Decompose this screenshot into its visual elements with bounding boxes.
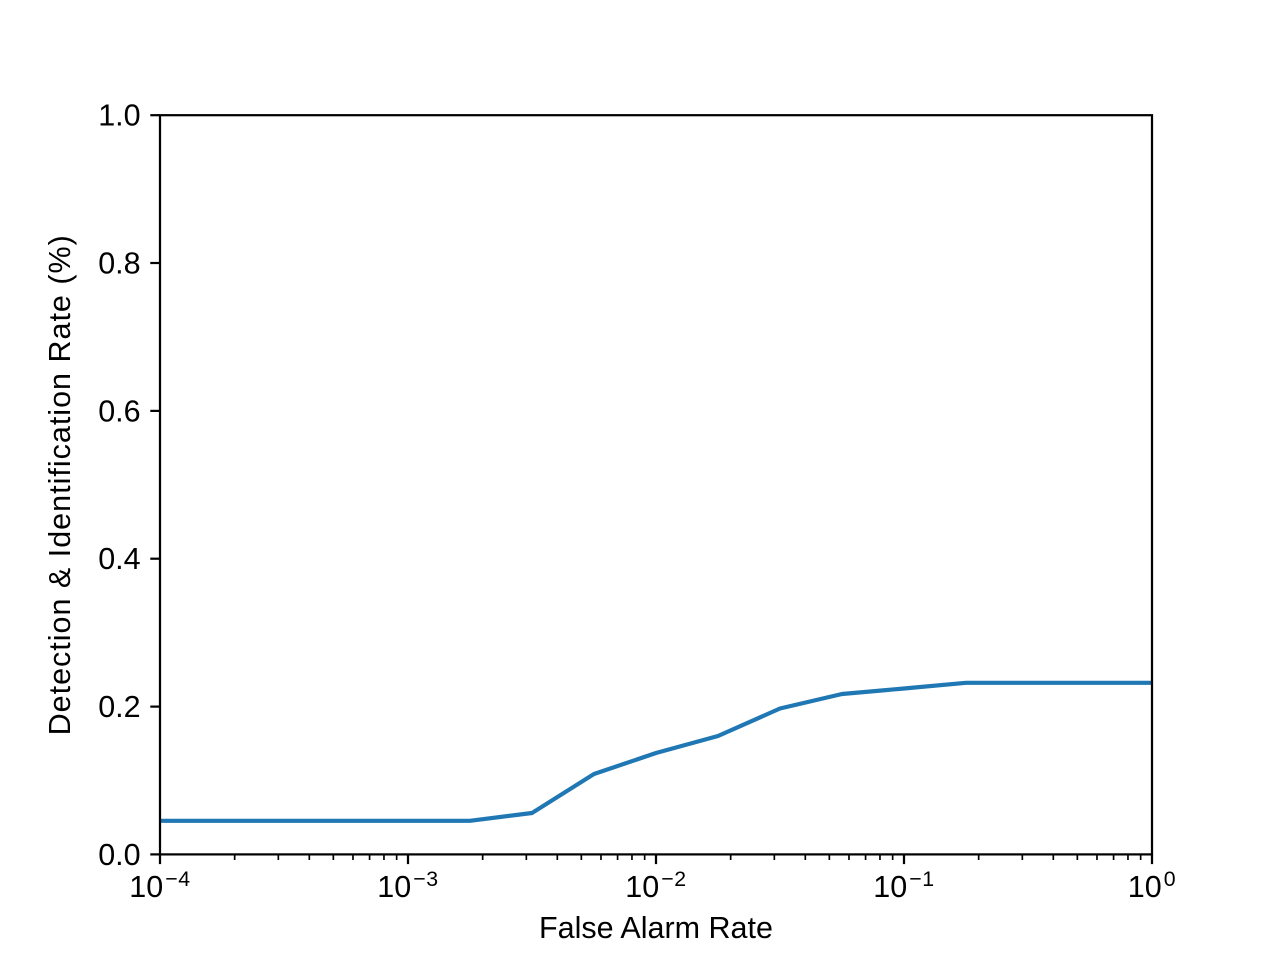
svg-text:0.4: 0.4 — [98, 542, 140, 576]
svg-text:10−4: 10−4 — [129, 867, 190, 904]
svg-text:0.0: 0.0 — [98, 838, 140, 872]
svg-text:10−3: 10−3 — [377, 867, 438, 904]
svg-text:0.2: 0.2 — [98, 690, 140, 724]
svg-text:0.6: 0.6 — [98, 394, 140, 428]
svg-text:Detection & Identification Rat: Detection & Identification Rate (%) — [43, 234, 77, 735]
svg-text:0.8: 0.8 — [98, 246, 140, 280]
svg-text:False Alarm Rate: False Alarm Rate — [539, 911, 773, 945]
svg-text:1.0: 1.0 — [98, 99, 140, 133]
